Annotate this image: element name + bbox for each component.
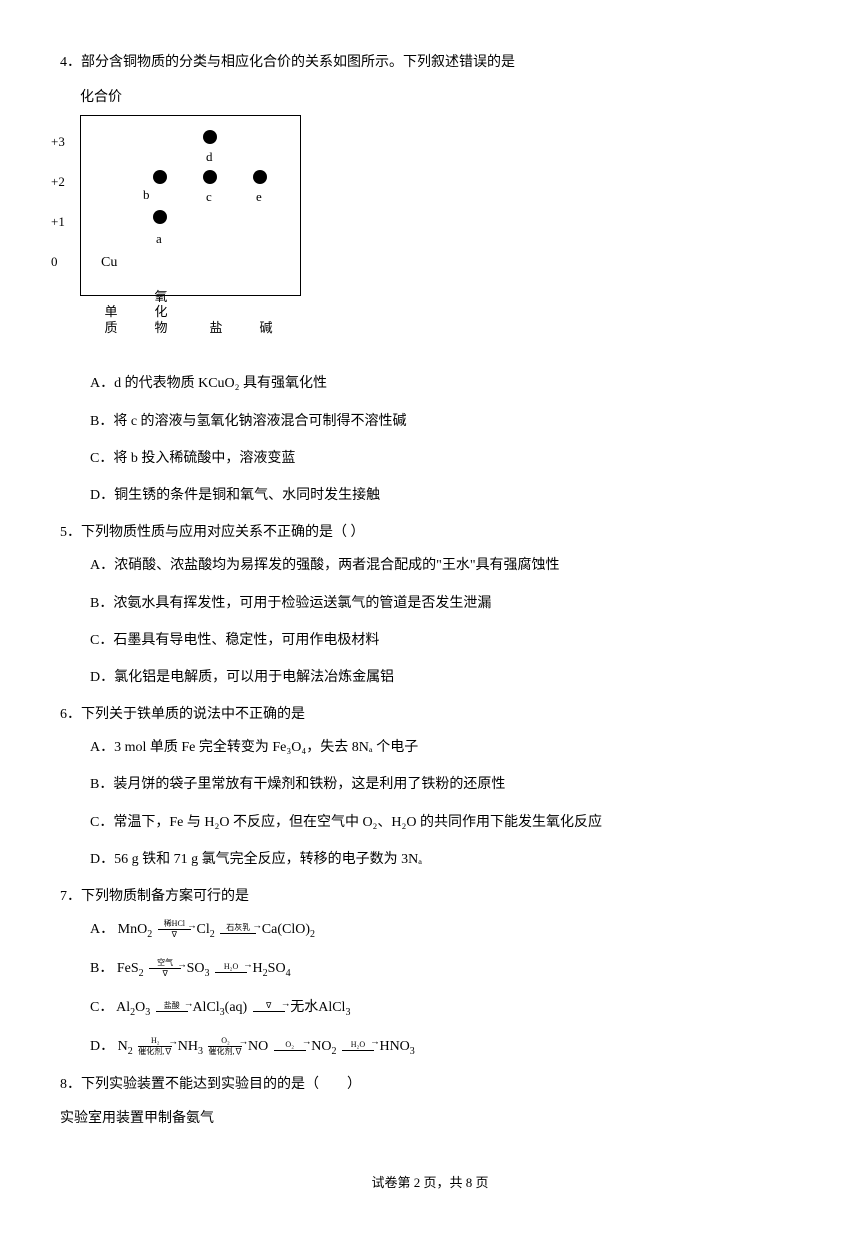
opt-a-label: A． bbox=[90, 922, 114, 937]
q6-text: 下列关于铁单质的说法中不正确的是 bbox=[81, 707, 305, 722]
cl2: Cl2 bbox=[197, 922, 215, 937]
question-8: 8．下列实验装置不能达到实验目的的是（ ） 实验室用装置甲制备氨气 bbox=[60, 1072, 800, 1130]
q8-sub: 实验室用装置甲制备氨气 bbox=[60, 1106, 800, 1131]
so3: SO3 bbox=[187, 961, 210, 976]
mno2: MnO2 bbox=[118, 922, 153, 937]
al2o3: Al2O3 bbox=[116, 1000, 150, 1015]
y-tick-0: 0 bbox=[51, 250, 58, 273]
arrow-icon: O₂催化剂,∇→ bbox=[208, 1037, 242, 1056]
x-label-2: 盐 bbox=[201, 320, 231, 336]
opt-d-label: D． bbox=[90, 1039, 114, 1054]
x-label-1: 氧化物 bbox=[146, 289, 176, 336]
h2so4: H2SO4 bbox=[253, 961, 291, 976]
dot-a-label: a bbox=[156, 227, 162, 250]
dot-c bbox=[203, 170, 217, 184]
q4-option-d: D．铜生锈的条件是铜和氧气、水同时发生接触 bbox=[90, 483, 800, 508]
q4-options: A．d 的代表物质 KCuO₂ 具有强氧化性 B．将 c 的溶液与氢氧化钠溶液混… bbox=[60, 371, 800, 508]
fes2: FeS2 bbox=[117, 961, 144, 976]
q6-option-c: C．常温下，Fe 与 H₂O 不反应，但在空气中 O₂、H₂O 的共同作用下能发… bbox=[90, 810, 800, 835]
arrow-icon: 空气∇→ bbox=[149, 959, 181, 978]
arrow-icon: H₂O→ bbox=[342, 1041, 374, 1052]
q7-option-d: D． N2 H₂催化剂,∇→ NH3 O₂催化剂,∇→ NO O₂→ NO2 H… bbox=[90, 1034, 800, 1061]
y-axis-title: 化合价 bbox=[80, 85, 800, 110]
y-tick-3: +3 bbox=[51, 130, 65, 153]
q4-option-b: B．将 c 的溶液与氢氧化钠溶液混合可制得不溶性碱 bbox=[90, 409, 800, 434]
q7-num: 7． bbox=[60, 889, 81, 904]
q4-text: 部分含铜物质的分类与相应化合价的关系如图所示。下列叙述错误的是 bbox=[81, 55, 515, 70]
arrow-icon: 石灰乳→ bbox=[220, 924, 256, 935]
page-footer: 试卷第 2 页，共 8 页 bbox=[60, 1171, 800, 1194]
hno3: HNO3 bbox=[379, 1039, 414, 1054]
alcl3aq: AlCl3(aq) bbox=[192, 1000, 247, 1015]
q6-num: 6． bbox=[60, 707, 81, 722]
q8-text: 下列实验装置不能达到实验目的的是（ ） bbox=[81, 1077, 361, 1092]
dot-e bbox=[253, 170, 267, 184]
q7-option-c: C． Al2O3 盐酸→ AlCl3(aq) ∇→ 无水AlCl3 bbox=[90, 995, 800, 1022]
arrow-icon: 稀HCl∇→ bbox=[158, 920, 191, 939]
q7-option-a: A． MnO2 稀HCl∇→ Cl2 石灰乳→ Ca(ClO)2 bbox=[90, 917, 800, 944]
q5-option-b: B．浓氨水具有挥发性，可用于检验运送氯气的管道是否发生泄漏 bbox=[90, 591, 800, 616]
q5-text: 下列物质性质与应用对应关系不正确的是（ ） bbox=[81, 525, 365, 540]
q5-stem: 5．下列物质性质与应用对应关系不正确的是（ ） bbox=[60, 520, 800, 545]
opt-c-label: C． bbox=[90, 1000, 113, 1015]
q4-option-a: A．d 的代表物质 KCuO₂ 具有强氧化性 bbox=[90, 371, 800, 396]
no2: NO2 bbox=[311, 1039, 336, 1054]
arrow-icon: ∇→ bbox=[253, 1002, 285, 1013]
q7-text: 下列物质制备方案可行的是 bbox=[81, 889, 249, 904]
question-6: 6．下列关于铁单质的说法中不正确的是 A．3 mol 单质 Fe 完全转变为 F… bbox=[60, 702, 800, 872]
dot-e-label: e bbox=[256, 185, 262, 208]
arrow-icon: O₂→ bbox=[274, 1041, 306, 1052]
q8-stem: 8．下列实验装置不能达到实验目的的是（ ） bbox=[60, 1072, 800, 1097]
arrow-icon: H₂O→ bbox=[215, 963, 247, 974]
alcl3: 无水AlCl3 bbox=[290, 1000, 350, 1015]
dot-d-label: d bbox=[206, 145, 213, 168]
dot-d bbox=[203, 130, 217, 144]
q6-option-a: A．3 mol 单质 Fe 完全转变为 Fe₃O₄，失去 8Nₐ 个电子 bbox=[90, 735, 800, 760]
dot-c-label: c bbox=[206, 185, 212, 208]
dot-b bbox=[153, 170, 167, 184]
q6-option-d: D．56 g 铁和 71 g 氯气完全反应，转移的电子数为 3Nₐ bbox=[90, 847, 800, 872]
dot-b-label: b bbox=[143, 183, 150, 206]
q6-stem: 6．下列关于铁单质的说法中不正确的是 bbox=[60, 702, 800, 727]
q4-option-c: C．将 b 投入稀硫酸中，溶液变蓝 bbox=[90, 446, 800, 471]
valence-chart: 化合价 +3 +2 +1 0 Cu a b c d e 单质 氧化物 盐 碱 bbox=[80, 85, 800, 351]
q5-options: A．浓硝酸、浓盐酸均为易挥发的强酸，两者混合配成的"王水"具有强腐蚀性 B．浓氨… bbox=[60, 553, 800, 690]
n2: N2 bbox=[118, 1039, 133, 1054]
no: NO bbox=[248, 1039, 268, 1054]
x-label-3: 碱 bbox=[251, 320, 281, 336]
q8-num: 8． bbox=[60, 1077, 81, 1092]
q5-num: 5． bbox=[60, 525, 81, 540]
caclo2: Ca(ClO)2 bbox=[262, 922, 315, 937]
q6-option-b: B．装月饼的袋子里常放有干燥剂和铁粉，这是利用了铁粉的还原性 bbox=[90, 772, 800, 797]
x-label-0: 单质 bbox=[96, 304, 126, 335]
q6-options: A．3 mol 单质 Fe 完全转变为 Fe₃O₄，失去 8Nₐ 个电子 B．装… bbox=[60, 735, 800, 872]
cu-label: Cu bbox=[101, 250, 117, 275]
nh3: NH3 bbox=[178, 1039, 203, 1054]
q7-stem: 7．下列物质制备方案可行的是 bbox=[60, 884, 800, 909]
q4-num: 4． bbox=[60, 55, 81, 70]
y-tick-1: +1 bbox=[51, 210, 65, 233]
question-7: 7．下列物质制备方案可行的是 A． MnO2 稀HCl∇→ Cl2 石灰乳→ C… bbox=[60, 884, 800, 1060]
q7-option-b: B． FeS2 空气∇→ SO3 H₂O→ H2SO4 bbox=[90, 956, 800, 983]
q5-option-a: A．浓硝酸、浓盐酸均为易挥发的强酸，两者混合配成的"王水"具有强腐蚀性 bbox=[90, 553, 800, 578]
dot-a bbox=[153, 210, 167, 224]
q5-option-d: D．氯化铝是电解质，可以用于电解法冶炼金属铝 bbox=[90, 665, 800, 690]
question-5: 5．下列物质性质与应用对应关系不正确的是（ ） A．浓硝酸、浓盐酸均为易挥发的强… bbox=[60, 520, 800, 690]
arrow-icon: H₂催化剂,∇→ bbox=[138, 1037, 172, 1056]
chart-box: +3 +2 +1 0 Cu a b c d e 单质 氧化物 盐 碱 bbox=[80, 115, 301, 296]
y-tick-2: +2 bbox=[51, 170, 65, 193]
opt-b-label: B． bbox=[90, 961, 113, 976]
question-4: 4．部分含铜物质的分类与相应化合价的关系如图所示。下列叙述错误的是 化合价 +3… bbox=[60, 50, 800, 508]
arrow-icon: 盐酸→ bbox=[156, 1002, 188, 1013]
q5-option-c: C．石墨具有导电性、稳定性，可用作电极材料 bbox=[90, 628, 800, 653]
q7-options: A． MnO2 稀HCl∇→ Cl2 石灰乳→ Ca(ClO)2 B． FeS2… bbox=[60, 917, 800, 1060]
q4-stem: 4．部分含铜物质的分类与相应化合价的关系如图所示。下列叙述错误的是 bbox=[60, 50, 800, 75]
